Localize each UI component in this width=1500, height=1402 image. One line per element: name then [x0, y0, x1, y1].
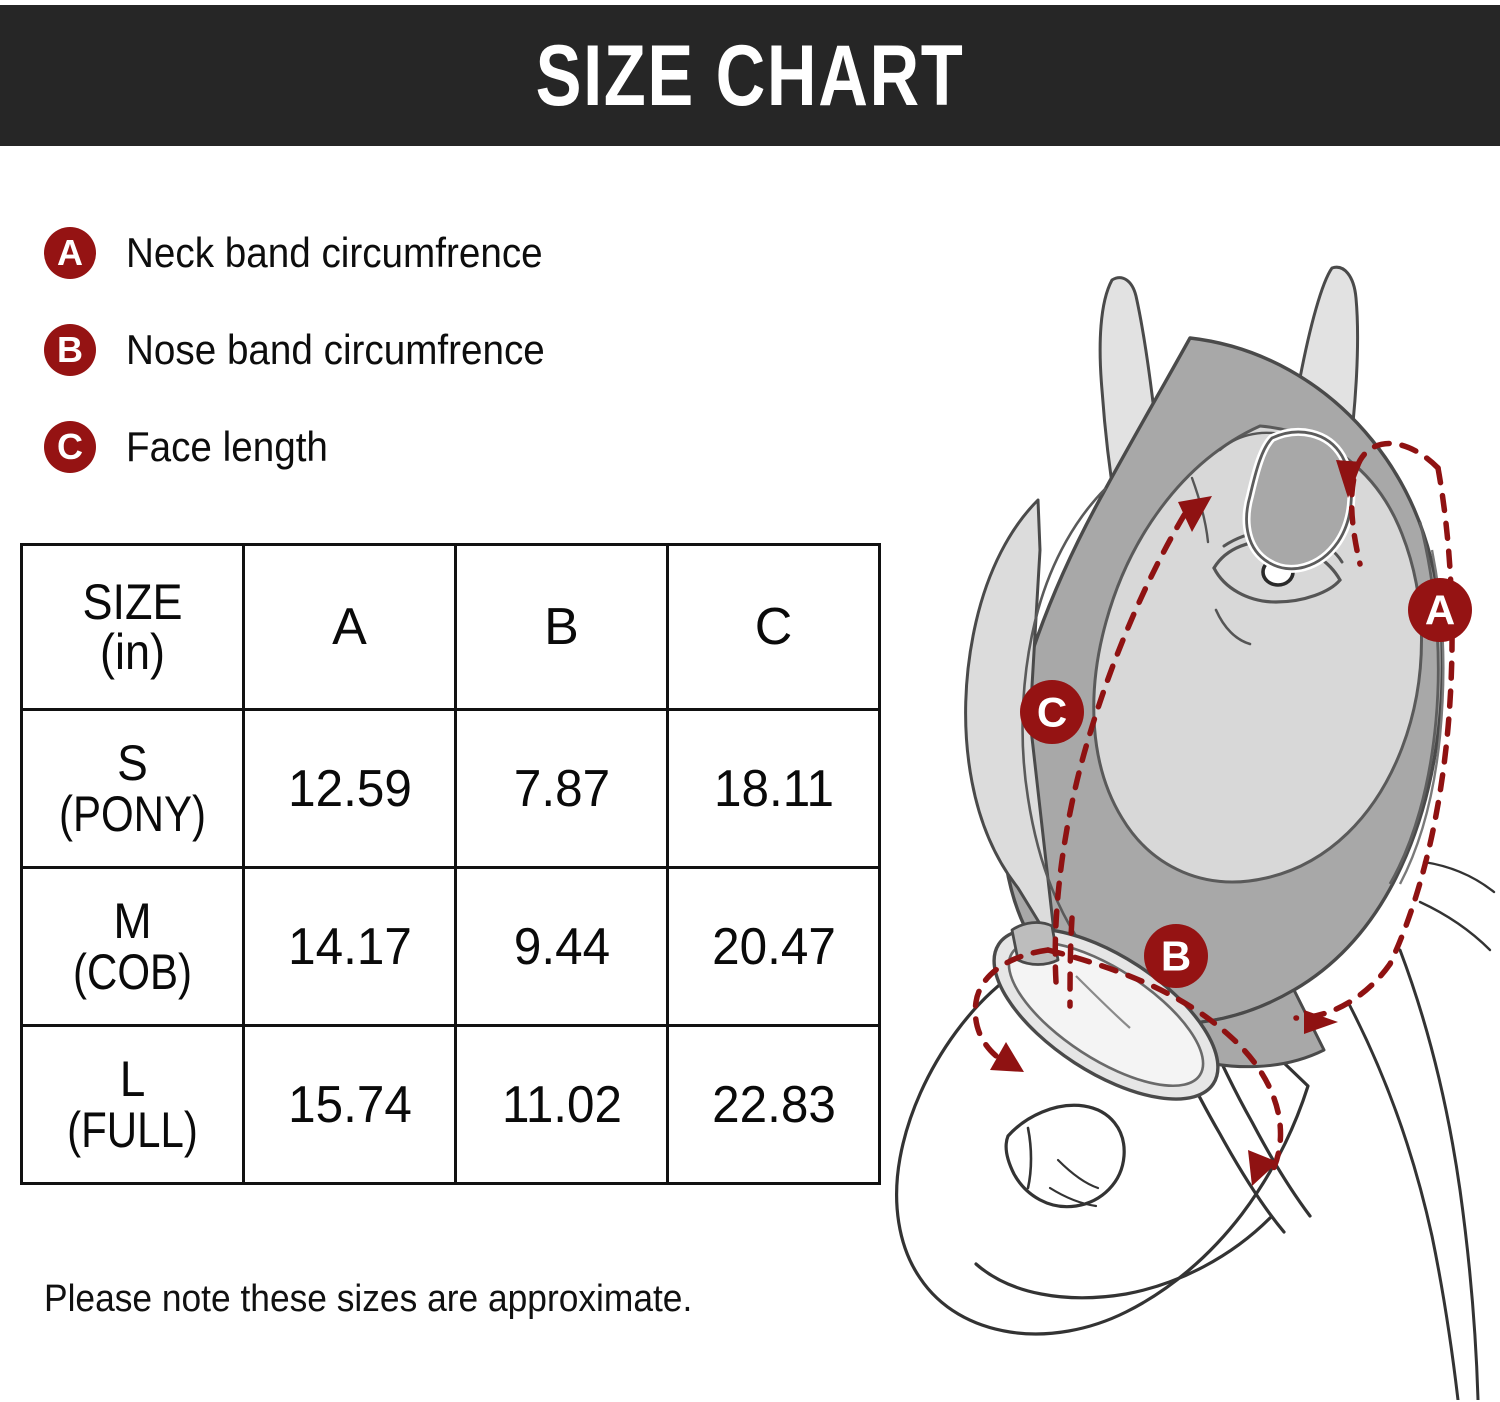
badge-b-icon: B	[44, 324, 96, 376]
arrow-b-left	[990, 1042, 1024, 1072]
row-size-line1: M	[113, 892, 152, 949]
header-b: B	[454, 543, 669, 711]
table-row: M (COB) 14.17 9.44 20.47	[20, 866, 880, 1027]
row-size-label: M (COB)	[20, 866, 245, 1027]
fly-mask-body	[964, 336, 1445, 1101]
header-c: C	[666, 543, 881, 711]
legend-item-c: C Face length	[44, 416, 804, 478]
footnote-text: Please note these sizes are approximate.	[44, 1278, 693, 1320]
measure-line-b-cross	[1067, 915, 1075, 1009]
measure-line-a	[1348, 440, 1441, 567]
header-a: A	[242, 543, 457, 711]
table-row: S (PONY) 12.59 7.87 18.11	[20, 708, 880, 869]
arrow-a-bottom	[1304, 1010, 1338, 1034]
arrow-a-top	[1336, 460, 1362, 498]
measure-line-b	[1045, 947, 1284, 1175]
page-title: SIZE CHART	[535, 27, 965, 124]
cell-c: 20.47	[671, 866, 876, 1027]
badge-c-icon: C	[44, 421, 96, 473]
header-size: SIZE (in)	[20, 543, 245, 711]
measure-line-c	[1052, 509, 1189, 985]
svg-text:B: B	[1161, 933, 1191, 980]
measure-line-b-back	[972, 947, 1051, 1065]
ear-hole	[1242, 428, 1356, 573]
cell-c: 22.83	[671, 1024, 876, 1185]
svg-text:A: A	[1425, 587, 1455, 634]
size-table: SIZE (in) A B C S (PONY) 12.59 7.87 18.1…	[20, 543, 881, 1185]
row-size-line2: (FULL)	[67, 1101, 198, 1158]
cell-a: 12.59	[247, 708, 452, 869]
row-size-line1: S	[117, 734, 148, 791]
horse-neck-outline	[1348, 860, 1496, 1400]
legend-label-b: Nose band circumfrence	[126, 326, 545, 373]
row-size-line1: L	[119, 1050, 146, 1107]
header-bar: SIZE CHART	[0, 5, 1500, 146]
row-size-line2: (PONY)	[59, 785, 206, 842]
legend-label-c: Face length	[126, 423, 328, 470]
cell-c: 18.11	[671, 708, 876, 869]
marker-a: A	[1408, 578, 1472, 642]
svg-text:C: C	[1037, 689, 1067, 736]
row-size-label: L (FULL)	[20, 1024, 245, 1185]
legend-label-a: Neck band circumfrence	[126, 229, 543, 276]
badge-a-icon: A	[44, 227, 96, 279]
legend-item-b: B Nose band circumfrence	[44, 319, 804, 381]
arrow-c-top	[1178, 496, 1212, 532]
marker-b: B	[1144, 924, 1208, 988]
table-row: L (FULL) 15.74 11.02 22.83	[20, 1024, 880, 1185]
row-size-label: S (PONY)	[20, 708, 245, 869]
cell-b: 7.87	[459, 708, 664, 869]
row-size-line2: (COB)	[73, 943, 192, 1000]
table-header-row: SIZE (in) A B C	[20, 543, 881, 711]
cell-b: 9.44	[459, 866, 664, 1027]
legend-item-a: A Neck band circumfrence	[44, 222, 804, 284]
measurement-arrowheads	[990, 460, 1362, 1186]
header-size-line2: (in)	[100, 624, 165, 680]
horse-fly-mask-illustration: A B C	[880, 250, 1500, 1400]
marker-c: C	[1020, 680, 1084, 744]
cell-a: 15.74	[247, 1024, 452, 1185]
arrow-b-right	[1248, 1150, 1278, 1186]
measure-line-a-down	[1387, 465, 1455, 967]
cell-b: 11.02	[459, 1024, 664, 1185]
cell-a: 14.17	[247, 866, 452, 1027]
header-size-line1: SIZE	[82, 574, 183, 630]
measurement-legend: A Neck band circumfrence B Nose band cir…	[44, 222, 804, 513]
